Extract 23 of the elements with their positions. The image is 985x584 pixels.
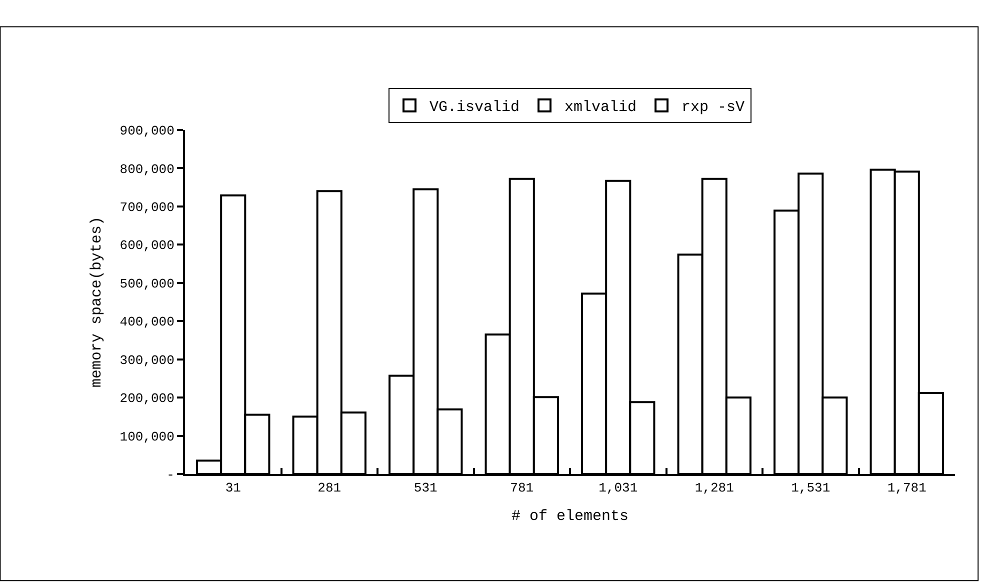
x-tick-label: 1,031	[598, 480, 638, 496]
legend-label: VG.isvalid	[430, 99, 520, 116]
x-tick-label: 1,531	[791, 480, 830, 496]
y-tick-label: -	[166, 468, 174, 483]
legend-label: xmlvalid	[564, 99, 637, 116]
y-axis-title: memory space(bytes)	[88, 216, 106, 388]
x-tick-label: 1,781	[887, 480, 927, 496]
x-tick-label: 281	[318, 480, 342, 496]
x-tick-label: 1,281	[694, 480, 734, 496]
x-tick-label: 531	[414, 480, 438, 496]
y-tick-label: 900,000	[120, 124, 174, 139]
y-tick-label: 400,000	[120, 314, 174, 330]
y-tick-label: 700,000	[120, 200, 174, 215]
y-tick-label: 300,000	[120, 352, 174, 368]
y-tick-label: 500,000	[120, 276, 174, 292]
x-tick-label: 31	[225, 480, 242, 496]
y-tick-label: 100,000	[120, 429, 174, 444]
y-tick-label: 800,000	[120, 162, 174, 177]
x-tick-label: 781	[510, 480, 534, 496]
y-tick-label: 200,000	[120, 391, 174, 406]
legend-label: rxp -sV	[682, 99, 745, 116]
y-tick-label: 600,000	[120, 238, 174, 254]
x-axis-title: # of elements	[511, 508, 629, 526]
